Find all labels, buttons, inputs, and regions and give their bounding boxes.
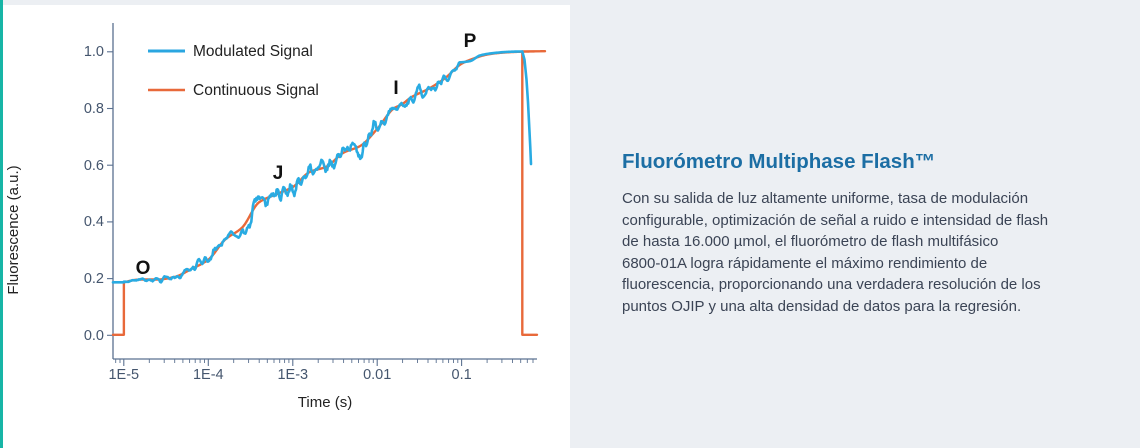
svg-text:0.4: 0.4 xyxy=(84,214,104,230)
svg-text:Fluorescence (a.u.): Fluorescence (a.u.) xyxy=(5,165,22,294)
svg-text:1E-4: 1E-4 xyxy=(193,367,224,383)
svg-text:Modulated Signal: Modulated Signal xyxy=(193,43,313,60)
svg-text:O: O xyxy=(136,258,151,279)
svg-text:I: I xyxy=(393,78,398,99)
svg-text:0.6: 0.6 xyxy=(84,158,104,174)
svg-text:P: P xyxy=(464,31,477,52)
svg-text:1E-3: 1E-3 xyxy=(277,367,308,383)
svg-text:Continuous Signal: Continuous Signal xyxy=(193,82,319,99)
svg-text:0.2: 0.2 xyxy=(84,271,104,287)
svg-text:Time (s): Time (s) xyxy=(298,394,352,411)
svg-text:0.1: 0.1 xyxy=(452,367,472,383)
svg-text:1.0: 1.0 xyxy=(84,44,104,60)
svg-text:0.01: 0.01 xyxy=(363,367,391,383)
svg-text:0.8: 0.8 xyxy=(84,101,104,117)
svg-text:1E-5: 1E-5 xyxy=(108,367,139,383)
svg-text:0.0: 0.0 xyxy=(84,328,104,344)
svg-text:J: J xyxy=(273,163,284,184)
